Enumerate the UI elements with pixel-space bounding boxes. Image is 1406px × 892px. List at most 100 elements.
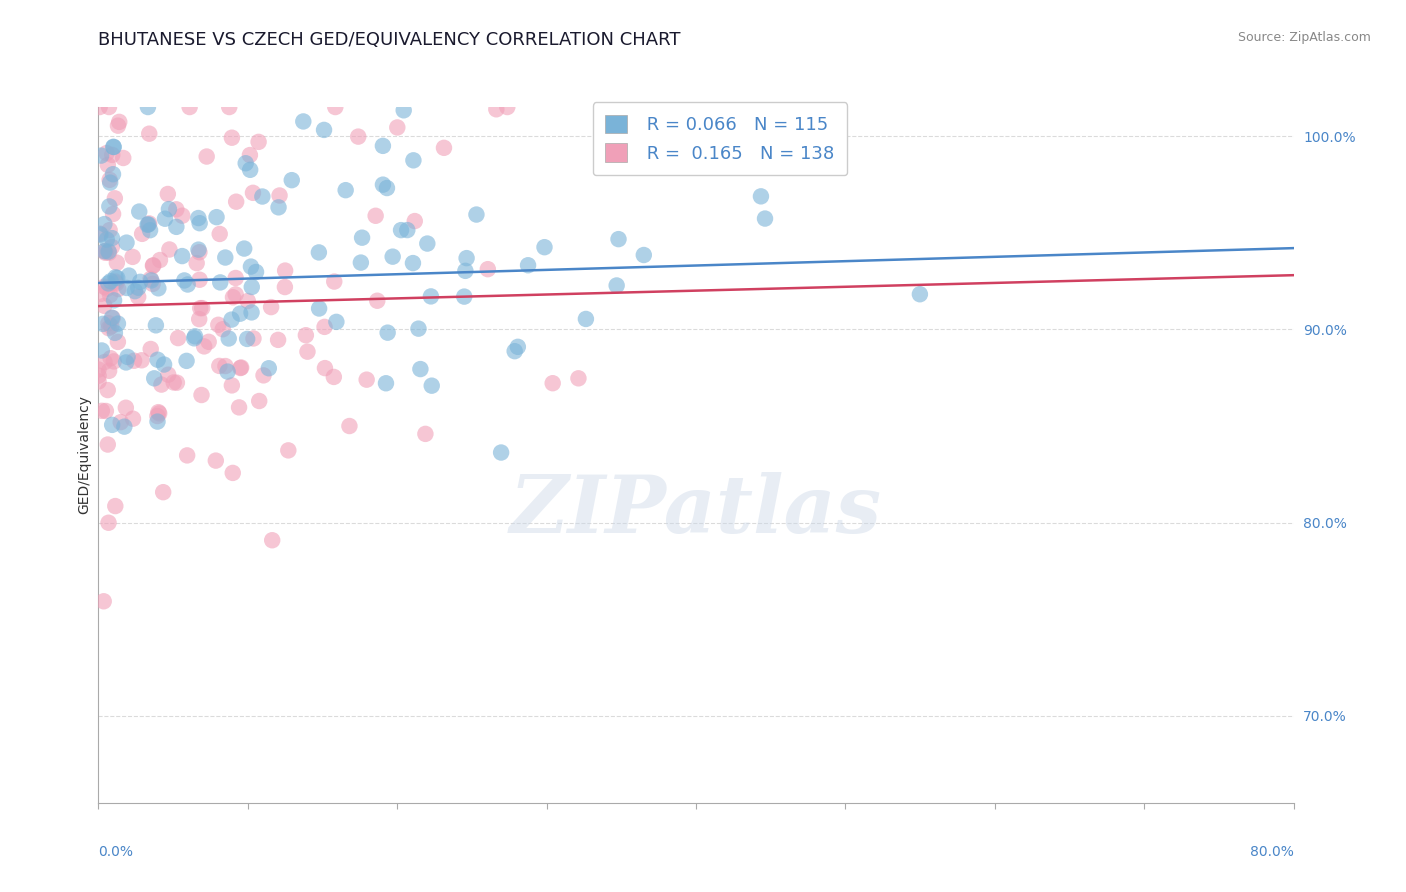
Point [453, 290, 475, 304]
Point [141, 273, 163, 287]
Point [415, 426, 437, 441]
Point [165, 219, 187, 234]
Point [103, 293, 125, 308]
Point [402, 256, 425, 270]
Point [517, 258, 540, 272]
Point [225, 287, 247, 301]
Point [148, 405, 170, 419]
Point [89, 227, 111, 242]
Point [356, 373, 378, 387]
Point [138, 218, 160, 232]
Point [350, 255, 373, 269]
Point [136, 218, 159, 232]
Point [193, 339, 215, 353]
Point [94, 404, 117, 418]
Point [188, 301, 211, 315]
Point [239, 162, 262, 177]
Point [176, 354, 198, 368]
Point [148, 281, 170, 295]
Point [228, 401, 250, 415]
Point [221, 312, 243, 326]
Point [506, 340, 529, 354]
Point [166, 376, 188, 390]
Point [129, 275, 152, 289]
Point [98, 100, 121, 114]
Point [105, 271, 128, 285]
Point [381, 250, 404, 264]
Point [98, 199, 121, 213]
Point [122, 353, 145, 368]
Point [89, 100, 111, 114]
Point [98, 176, 121, 190]
Point [419, 289, 441, 303]
Point [314, 361, 336, 376]
Point [98, 288, 121, 302]
Point [97, 437, 120, 451]
Point [108, 115, 131, 129]
Point [93, 279, 115, 293]
Point [105, 277, 128, 291]
Point [465, 208, 488, 222]
Point [142, 259, 165, 273]
Point [364, 209, 387, 223]
Point [107, 282, 129, 296]
Point [281, 173, 304, 187]
Point [146, 352, 169, 367]
Point [267, 200, 290, 214]
Point [115, 281, 138, 295]
Point [97, 158, 120, 172]
Point [100, 274, 122, 288]
Point [402, 153, 425, 168]
Point [205, 210, 228, 224]
Point [239, 148, 262, 162]
Point [197, 334, 219, 349]
Point [222, 290, 245, 304]
Point [131, 353, 153, 368]
Point [138, 127, 160, 141]
Point [277, 443, 299, 458]
Point [247, 394, 270, 409]
Point [236, 332, 259, 346]
Point [191, 301, 214, 315]
Point [292, 114, 315, 128]
Point [139, 272, 162, 286]
Point [173, 273, 195, 287]
Point [96, 282, 118, 296]
Point [149, 253, 172, 268]
Point [606, 278, 628, 293]
Point [101, 148, 124, 162]
Point [103, 140, 125, 154]
Point [533, 240, 555, 254]
Point [152, 485, 174, 500]
Point [87, 362, 110, 376]
Point [104, 270, 127, 285]
Point [97, 383, 120, 397]
Point [176, 277, 198, 292]
Point [90, 287, 112, 301]
Point [104, 191, 127, 205]
Point [139, 223, 162, 237]
Point [252, 189, 274, 203]
Point [97, 277, 120, 291]
Point [190, 388, 212, 402]
Point [267, 333, 290, 347]
Point [387, 120, 409, 135]
Point [157, 243, 180, 257]
Point [221, 130, 243, 145]
Point [122, 411, 145, 425]
Point [229, 361, 252, 376]
Point [184, 329, 207, 343]
Point [187, 211, 209, 225]
Point [156, 186, 179, 201]
Point [96, 233, 118, 247]
Point [208, 359, 231, 373]
Point [188, 216, 211, 230]
Point [235, 156, 257, 170]
Point [101, 231, 124, 245]
Point [107, 317, 129, 331]
Point [575, 312, 598, 326]
Point [225, 271, 247, 285]
Point [389, 223, 412, 237]
Point [121, 250, 143, 264]
Point [392, 103, 415, 118]
